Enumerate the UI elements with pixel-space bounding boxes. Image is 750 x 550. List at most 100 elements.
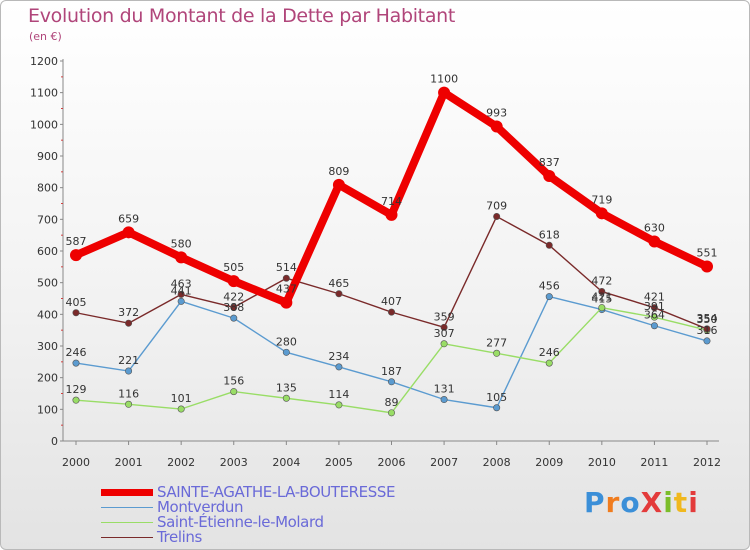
data-label: 405: [66, 296, 87, 309]
data-label: 415: [591, 293, 612, 306]
data-label: 505: [223, 261, 244, 274]
data-label: 587: [66, 235, 87, 248]
data-point: [493, 212, 501, 220]
x-tick-label: 2003: [220, 456, 248, 469]
legend-label: SAINTE-AGATHE-LA-BOUTERESSE: [157, 483, 396, 501]
data-point: [72, 359, 80, 367]
data-label: 391: [644, 300, 665, 313]
data-label: 221: [118, 354, 139, 367]
logo-letter: o: [620, 486, 641, 519]
chart-legend: SAINTE-AGATHE-LA-BOUTERESSE Montverdun Sai…: [101, 485, 395, 545]
y-tick-label: 300: [37, 340, 58, 353]
data-label: 709: [486, 199, 507, 212]
legend-swatch: [101, 506, 153, 509]
data-point: [177, 405, 185, 413]
legend-swatch: [101, 536, 153, 539]
data-point: [72, 309, 80, 317]
x-tick-label: 2005: [325, 456, 353, 469]
data-point: [230, 388, 238, 396]
data-label: 551: [697, 247, 718, 260]
data-label: 809: [328, 165, 349, 178]
data-point: [70, 249, 82, 262]
data-label: 131: [434, 383, 455, 396]
x-tick-label: 2011: [640, 456, 668, 469]
y-tick-label: 700: [37, 213, 58, 226]
data-label: 422: [223, 290, 244, 303]
proxiti-logo: ProXiti: [584, 486, 699, 519]
data-point: [230, 303, 238, 311]
data-label: 514: [276, 261, 297, 274]
data-point: [545, 241, 553, 249]
data-point: [177, 297, 185, 305]
legend-label: Montverdun: [157, 498, 244, 516]
data-point: [335, 290, 343, 298]
data-label: 407: [381, 295, 402, 308]
y-tick-label: 1200: [30, 55, 58, 68]
data-label: 234: [328, 350, 349, 363]
chart-title: Evolution du Montant de la Dette par Hab…: [28, 5, 456, 27]
data-label: 714: [381, 195, 402, 208]
data-point: [648, 235, 661, 248]
data-point: [177, 290, 185, 298]
data-point: [122, 226, 135, 239]
data-label: 993: [486, 107, 507, 120]
y-tick-label: 600: [37, 245, 58, 258]
x-tick-label: 2009: [535, 456, 563, 469]
data-label: 156: [223, 375, 244, 388]
data-label: 630: [644, 222, 665, 235]
data-point: [598, 288, 606, 296]
y-tick-label: 1100: [30, 87, 58, 100]
data-label: 437: [276, 283, 297, 296]
data-point: [703, 337, 711, 345]
data-point: [387, 409, 395, 417]
data-label: 135: [276, 381, 297, 394]
data-point: [440, 340, 448, 348]
y-tick-label: 500: [37, 277, 58, 290]
data-point: [598, 304, 606, 312]
data-point: [493, 404, 501, 412]
x-tick-label: 2010: [588, 456, 616, 469]
legend-label: Trelins: [157, 528, 202, 546]
data-point: [650, 322, 658, 330]
y-tick-label: 400: [37, 308, 58, 321]
x-tick-label: 2006: [378, 456, 406, 469]
logo-letter: i: [688, 486, 699, 519]
data-point: [125, 367, 133, 375]
data-label: 441: [171, 284, 192, 297]
legend-swatch: [101, 489, 153, 496]
data-point: [332, 178, 345, 191]
data-point: [440, 323, 448, 331]
data-label: 659: [118, 212, 139, 225]
data-point: [335, 401, 343, 409]
data-point: [387, 308, 395, 316]
x-tick-label: 2004: [272, 456, 300, 469]
data-label: 114: [328, 388, 349, 401]
data-point: [335, 363, 343, 371]
data-label: 105: [486, 391, 507, 404]
data-label: 316: [697, 324, 718, 337]
data-point: [493, 349, 501, 357]
data-point: [282, 348, 290, 356]
logo-letter: t: [673, 486, 689, 519]
data-label: 456: [539, 280, 560, 293]
y-tick-label: 1000: [30, 118, 58, 131]
logo-letter: X: [640, 486, 664, 519]
data-label: 421: [644, 291, 665, 304]
data-point: [72, 396, 80, 404]
data-label: 421: [591, 291, 612, 304]
data-point: [230, 314, 238, 322]
legend-item: SAINTE-AGATHE-LA-BOUTERESSE: [101, 485, 395, 500]
data-label: 350: [697, 313, 718, 326]
y-tick-label: 200: [37, 372, 58, 385]
data-point: [227, 275, 240, 288]
data-point: [650, 304, 658, 312]
legend-item: Trelins: [101, 530, 395, 545]
data-label: 372: [118, 306, 139, 319]
data-point: [280, 296, 293, 309]
data-label: 472: [591, 275, 612, 288]
x-tick-label: 2002: [167, 456, 195, 469]
data-point: [650, 313, 658, 321]
data-point: [125, 400, 133, 408]
data-label: 388: [223, 301, 244, 314]
